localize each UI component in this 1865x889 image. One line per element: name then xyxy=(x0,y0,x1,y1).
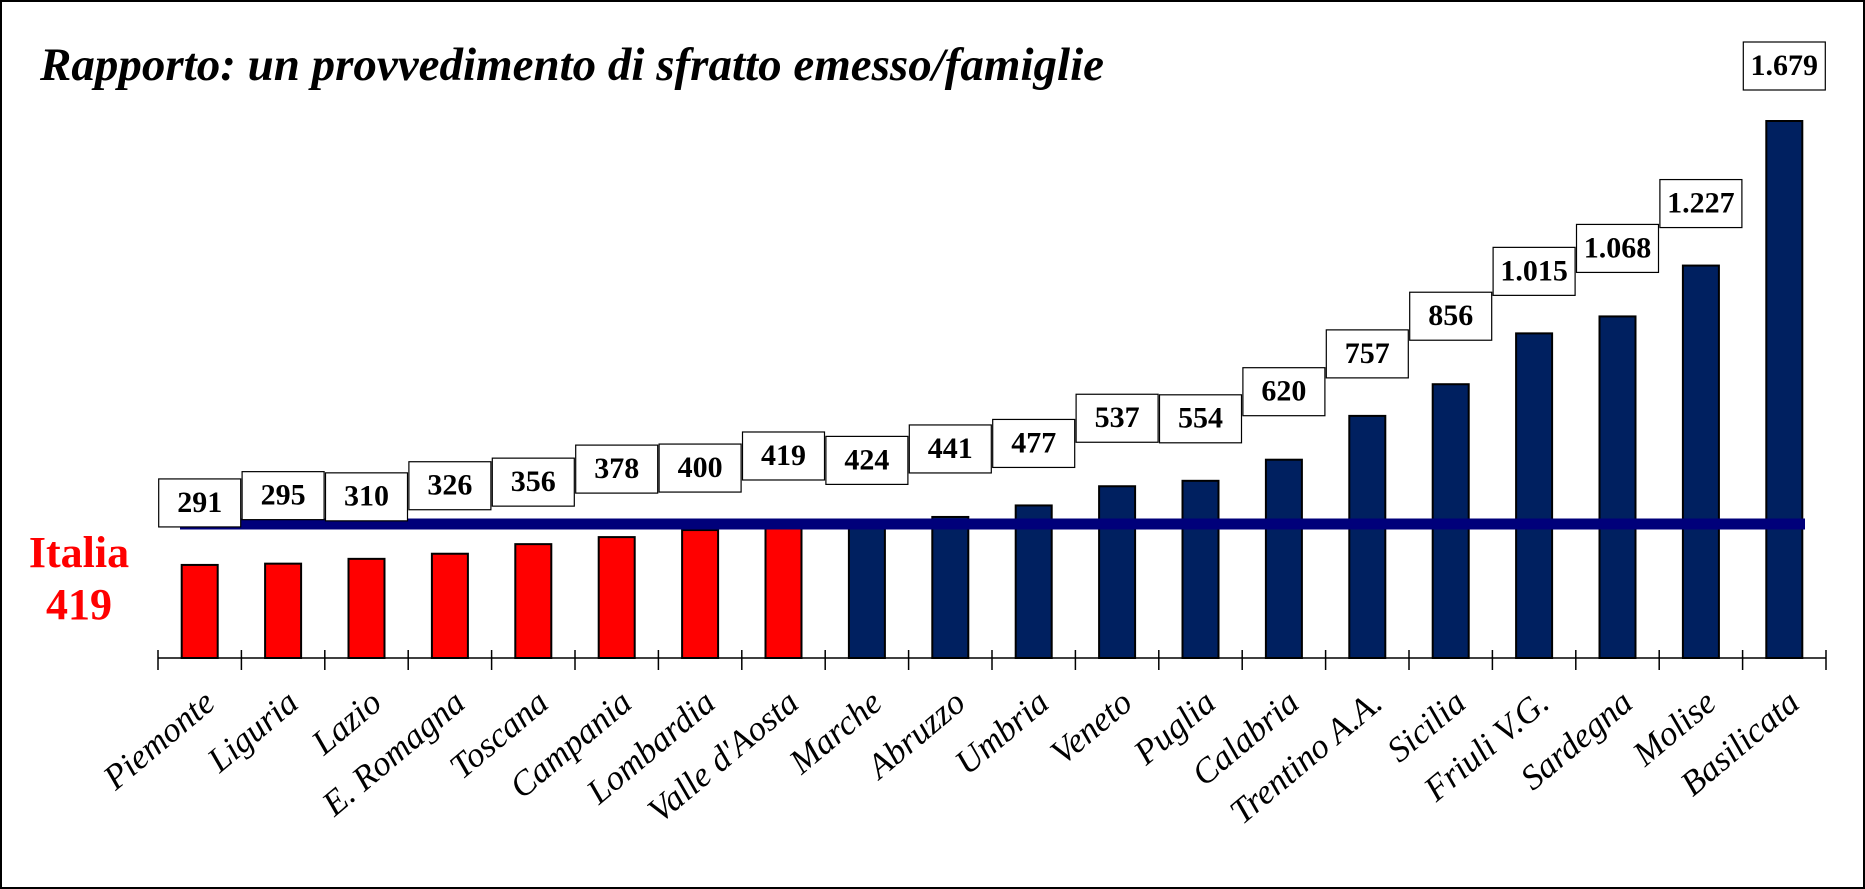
bar xyxy=(264,562,303,659)
value-label-box xyxy=(1742,41,1826,91)
bar xyxy=(1515,332,1554,659)
value-label-box xyxy=(658,443,742,493)
bar xyxy=(430,552,469,660)
value-label: 291 xyxy=(177,486,222,519)
value-label: 424 xyxy=(844,443,889,476)
bar xyxy=(931,515,970,660)
chart-title: Rapporto: un provvedimento di sfratto em… xyxy=(39,39,1104,91)
value-label: 757 xyxy=(1345,337,1390,370)
value-label-box xyxy=(825,435,909,485)
bar xyxy=(1181,479,1220,659)
value-label-box xyxy=(408,461,492,511)
value-label: 356 xyxy=(511,465,556,498)
bar xyxy=(847,521,886,659)
value-label-box xyxy=(324,472,409,522)
value-label: 378 xyxy=(594,452,639,485)
value-label-box xyxy=(1242,367,1326,417)
bar xyxy=(1598,315,1637,659)
reference-value: 419 xyxy=(46,580,112,629)
value-label-box xyxy=(992,418,1076,469)
value-label-box xyxy=(1075,393,1159,443)
bar xyxy=(1098,485,1137,659)
value-label-box xyxy=(1409,291,1493,341)
value-label: 620 xyxy=(1261,375,1306,408)
value-label-box xyxy=(241,471,325,521)
value-label-box xyxy=(1659,178,1743,229)
value-label: 295 xyxy=(261,479,306,512)
value-label: 326 xyxy=(427,469,472,502)
value-label: 477 xyxy=(1011,426,1056,459)
bar xyxy=(1264,458,1303,659)
value-label-box xyxy=(1575,223,1660,274)
value-label: 554 xyxy=(1178,402,1223,435)
value-label: 400 xyxy=(678,451,723,484)
bar xyxy=(597,536,636,659)
bar xyxy=(1348,414,1387,659)
value-label-box xyxy=(575,444,659,494)
bar xyxy=(681,529,720,660)
value-label-box xyxy=(1492,246,1576,296)
value-label: 1.227 xyxy=(1667,186,1735,219)
value-label: 537 xyxy=(1095,401,1140,434)
value-label-box xyxy=(908,424,992,474)
bar xyxy=(514,543,553,659)
value-label: 856 xyxy=(1428,299,1473,332)
bar xyxy=(180,563,219,659)
bar xyxy=(1765,120,1804,659)
value-label-box xyxy=(741,431,826,481)
value-label: 310 xyxy=(344,480,389,513)
value-label: 1.679 xyxy=(1751,49,1819,82)
value-label: 441 xyxy=(928,432,973,465)
value-label: 419 xyxy=(761,439,806,472)
value-label-box xyxy=(1158,394,1243,444)
reference-label: Italia xyxy=(29,528,129,577)
value-label-box xyxy=(491,457,575,507)
value-label: 1.068 xyxy=(1584,231,1652,264)
bar xyxy=(347,557,386,659)
bar xyxy=(1681,264,1720,659)
bar xyxy=(764,522,803,659)
value-label-box xyxy=(1325,329,1409,379)
value-label: 1.015 xyxy=(1500,254,1568,287)
value-label-box xyxy=(158,478,242,528)
